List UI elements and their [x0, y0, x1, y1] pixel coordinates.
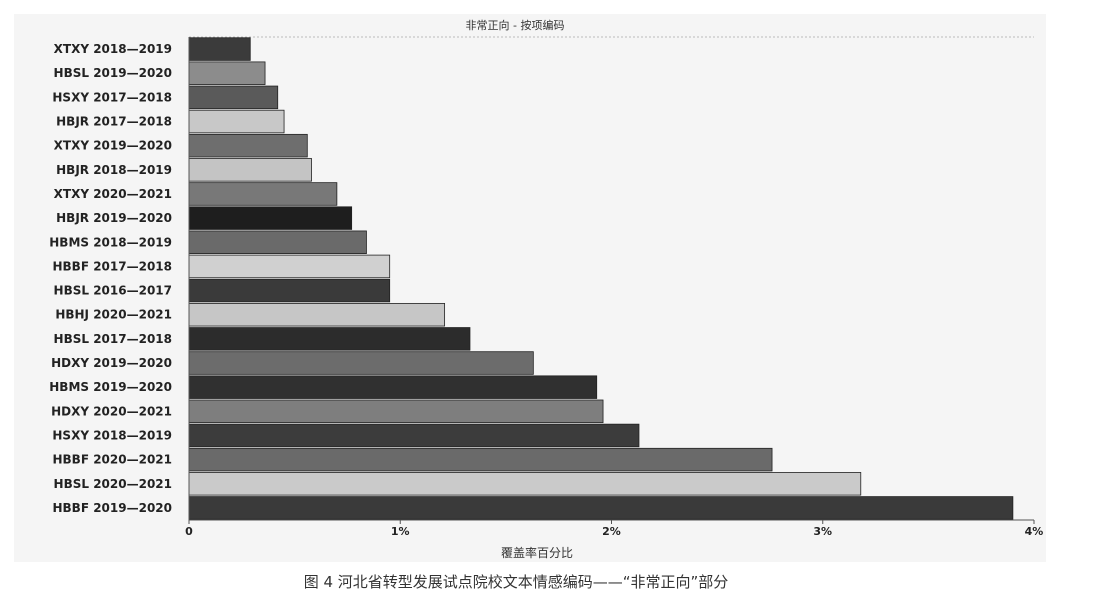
- bar: [188, 37, 251, 61]
- category-label: HBSL 2019—2020: [54, 66, 172, 80]
- category-label: HDXY 2020—2021: [51, 404, 172, 418]
- category-label: HSXY 2017—2018: [52, 90, 172, 104]
- bar: [188, 351, 534, 375]
- bars-layer: [188, 37, 1014, 520]
- bar: [188, 61, 266, 85]
- bar: [188, 254, 391, 279]
- category-label: HBBF 2019—2020: [52, 501, 172, 515]
- x-tick-label: 2%: [602, 525, 621, 538]
- x-axis-title: 覆盖率百分比: [501, 545, 573, 560]
- category-label: HBHJ 2020—2021: [55, 308, 172, 322]
- x-axis-ticks: 0 1% 2% 3% 4%: [185, 520, 1043, 538]
- category-label: HBJR 2019—2020: [56, 211, 172, 225]
- bar: [188, 206, 353, 230]
- bar: [188, 375, 598, 399]
- category-label: XTXY 2019—2020: [54, 139, 172, 153]
- category-label: HBJR 2018—2019: [56, 163, 172, 177]
- bar: [188, 158, 312, 182]
- x-tick-label: 1%: [391, 525, 410, 538]
- bar: [188, 109, 285, 134]
- bar: [188, 278, 391, 303]
- category-label: HSXY 2018—2019: [52, 428, 172, 442]
- x-tick-label: 3%: [813, 525, 832, 538]
- category-label: HBSL 2017—2018: [54, 332, 172, 346]
- bar: [188, 327, 471, 351]
- bar: [188, 423, 640, 448]
- bar: [188, 230, 367, 254]
- bar: [188, 472, 862, 496]
- category-labels: XTXY 2018—2019 HBSL 2019—2020 HSXY 2017—20…: [49, 42, 172, 515]
- category-label: HBSL 2020—2021: [54, 477, 172, 491]
- bar: [188, 399, 604, 424]
- category-label: XTXY 2020—2021: [54, 187, 172, 201]
- bar: [188, 182, 338, 206]
- category-label: XTXY 2018—2019: [54, 42, 172, 56]
- x-tick-label: 0: [185, 525, 193, 538]
- category-label: HDXY 2019—2020: [51, 356, 172, 370]
- figure-caption: 图 4 河北省转型发展试点院校文本情感编码——“非常正向”部分: [303, 573, 729, 591]
- x-tick-label: 4%: [1025, 525, 1044, 538]
- bar: [188, 447, 773, 472]
- bar: [188, 133, 308, 158]
- category-label: HBMS 2018—2019: [49, 235, 172, 249]
- category-label: HBBF 2020—2021: [52, 453, 172, 467]
- category-label: HBSL 2016—2017: [54, 284, 172, 298]
- category-label: HBBF 2017—2018: [52, 259, 172, 273]
- category-label: HBJR 2017—2018: [56, 115, 172, 129]
- bar: [188, 302, 446, 327]
- chart-title: 非常正向 - 按项编码: [466, 18, 565, 32]
- bar: [188, 85, 279, 110]
- category-label: HBMS 2019—2020: [49, 380, 172, 394]
- bar: [188, 496, 1014, 520]
